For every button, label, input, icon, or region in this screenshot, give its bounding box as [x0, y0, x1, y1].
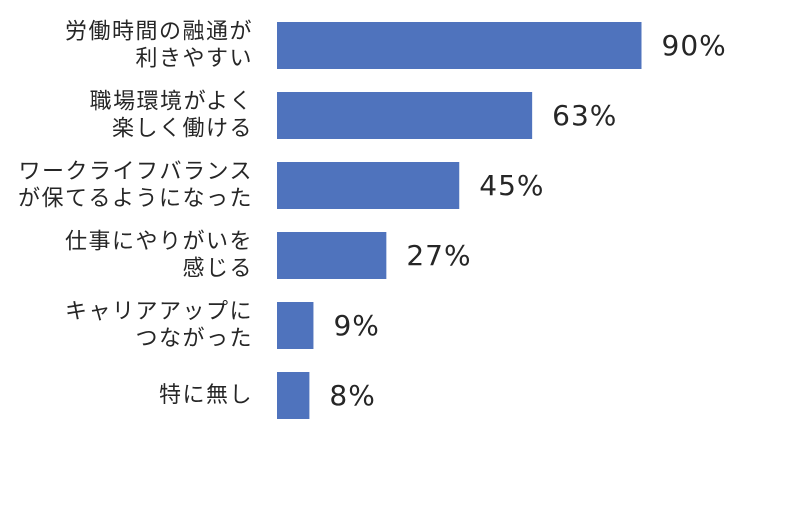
value-label-4: 9%	[333, 309, 379, 342]
category-label-4-line-0: キャリアアップに	[65, 300, 253, 325]
bar-2	[277, 162, 460, 209]
value-label-5: 8%	[329, 379, 375, 412]
category-label-3-line-0: 仕事にやりがいを	[65, 230, 253, 255]
bar-4	[277, 302, 314, 349]
bar-5	[277, 372, 310, 419]
value-label-1: 63%	[552, 99, 617, 132]
bar-1	[277, 92, 533, 139]
category-label-1-line-1: 楽しく働ける	[112, 117, 253, 142]
category-label-2-line-1: が保てるようになった	[18, 187, 253, 212]
bar-0	[277, 22, 642, 69]
category-label-1-line-0: 職場環境がよく	[90, 90, 253, 115]
category-label-2-line-0: ワークライフバランス	[18, 160, 253, 185]
value-label-0: 90%	[662, 29, 727, 62]
category-label-3-line-1: 感じる	[182, 257, 253, 282]
category-label-0-line-0: 労働時間の融通が	[65, 20, 253, 45]
category-label-0-line-1: 利きやすい	[135, 47, 253, 72]
bar-3	[277, 232, 387, 279]
value-label-2: 45%	[479, 169, 544, 202]
value-label-3: 27%	[406, 239, 471, 272]
category-label-5-line-0: 特に無し	[159, 383, 253, 408]
category-label-4-line-1: つながった	[135, 327, 253, 352]
